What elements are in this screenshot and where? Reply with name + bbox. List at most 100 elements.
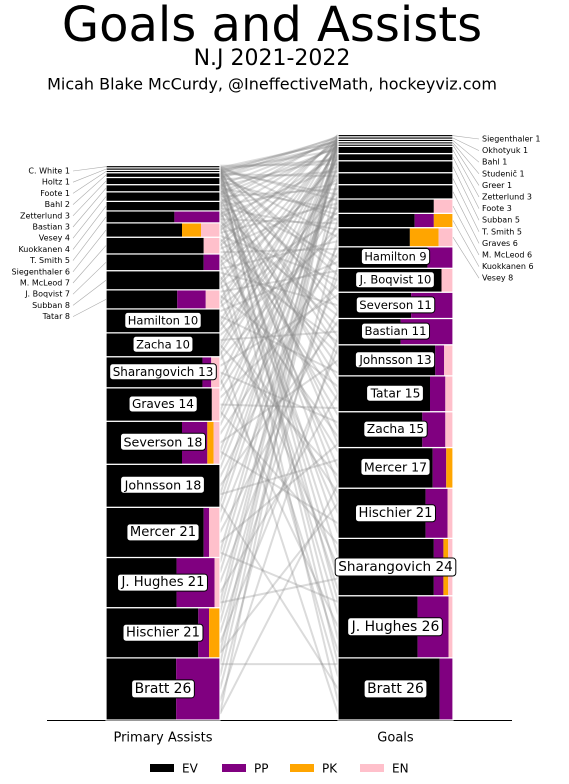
bar-segment xyxy=(446,447,453,489)
link xyxy=(219,260,339,313)
link xyxy=(219,298,339,568)
bar-label: J. Hughes 21 xyxy=(121,575,205,590)
link xyxy=(219,223,339,402)
bar-label: Bratt 26 xyxy=(367,681,424,697)
bar-label-group: Graves 14 xyxy=(128,395,198,413)
bar-label-group: Hischier 21 xyxy=(355,504,436,523)
link xyxy=(219,403,339,410)
bar-label-group: J. Boqvist 10 xyxy=(355,271,435,289)
leader-line xyxy=(72,166,107,172)
label-box xyxy=(347,617,443,637)
bar-label-group: Johnsson 13 xyxy=(354,351,436,369)
bar-segment xyxy=(207,421,214,465)
link xyxy=(219,169,339,395)
bar-segment xyxy=(106,222,182,238)
link xyxy=(219,167,339,202)
outside-label: Kuokkanen 4 xyxy=(18,245,70,254)
bar-segment xyxy=(441,268,453,293)
outside-label: Vesey 8 xyxy=(482,274,513,283)
link xyxy=(219,294,339,388)
leader-line xyxy=(452,220,480,267)
bar-segment xyxy=(338,136,453,140)
link xyxy=(219,225,339,361)
link xyxy=(219,149,339,613)
leader-line xyxy=(452,149,480,198)
bar-label-group: Severson 18 xyxy=(120,432,206,451)
link xyxy=(219,502,339,690)
bar-label: J. Hughes 26 xyxy=(351,619,440,635)
link xyxy=(219,137,339,243)
bar-segment xyxy=(338,160,453,173)
bar-segment xyxy=(338,213,415,228)
link xyxy=(219,148,339,172)
link xyxy=(219,139,339,300)
outside-label: Foote 1 xyxy=(40,189,70,198)
leader-line xyxy=(72,174,107,205)
bar-label: Mercer 17 xyxy=(364,459,427,474)
link xyxy=(219,443,339,544)
link xyxy=(219,139,339,172)
bar-label: Sharangovich 24 xyxy=(338,559,453,575)
link xyxy=(219,204,339,702)
link xyxy=(219,275,339,438)
link xyxy=(219,458,339,496)
bar-label: Severson 18 xyxy=(124,434,203,449)
link xyxy=(219,371,339,424)
link xyxy=(219,134,339,204)
bar-segment xyxy=(430,375,446,412)
bar-label-group: Bastian 11 xyxy=(360,322,431,340)
bar-label: Johnsson 18 xyxy=(124,477,202,492)
link xyxy=(219,142,339,379)
outside-label: M. McLeod 7 xyxy=(20,279,70,288)
outside-label: J. Boqvist 7 xyxy=(24,290,70,299)
link xyxy=(219,138,339,194)
outside-label: Vesey 4 xyxy=(39,234,70,243)
leader-line xyxy=(452,206,480,256)
bar-label-group: Zacha 15 xyxy=(363,420,428,438)
bar-segment xyxy=(106,184,220,192)
bar-segment xyxy=(338,146,453,154)
bar-label-group: J. Hughes 26 xyxy=(347,617,443,637)
link xyxy=(219,173,339,355)
label-box xyxy=(355,296,436,314)
link xyxy=(219,143,339,175)
outside-label: Okhotyuk 1 xyxy=(482,146,528,155)
bar-segment xyxy=(106,177,220,185)
legend-swatch xyxy=(222,764,246,772)
outside-label: Greer 1 xyxy=(482,181,512,190)
link xyxy=(219,139,339,412)
bar-label: Hischier 21 xyxy=(359,506,433,521)
link xyxy=(219,144,339,665)
link xyxy=(219,163,339,167)
link xyxy=(219,240,339,270)
link xyxy=(219,144,339,504)
bar-label: Bratt 26 xyxy=(135,681,192,697)
link xyxy=(219,200,339,573)
link xyxy=(219,145,339,351)
bar-segment xyxy=(203,507,210,558)
bar-label: Tatar 15 xyxy=(370,386,421,400)
link xyxy=(219,165,339,222)
link xyxy=(219,551,339,603)
bar-segment xyxy=(106,167,220,171)
link xyxy=(219,252,339,435)
link xyxy=(219,254,339,343)
bar-segment xyxy=(211,387,220,422)
bar-label: Severson 11 xyxy=(359,298,431,312)
link xyxy=(219,176,339,677)
link xyxy=(219,247,339,254)
bar-label: Hamilton 9 xyxy=(364,250,426,264)
bar-label-group: Bratt 26 xyxy=(131,679,195,699)
bar-segment xyxy=(198,607,210,658)
label-box xyxy=(360,322,431,340)
label-box xyxy=(366,384,424,402)
link xyxy=(219,211,339,308)
label-box xyxy=(334,557,457,577)
link xyxy=(219,209,339,328)
bar-segment xyxy=(214,557,220,608)
credit: Micah Blake McCurdy, @IneffectiveMath, h… xyxy=(47,75,497,94)
link xyxy=(219,238,339,355)
link xyxy=(219,172,339,504)
bar-segment xyxy=(338,227,410,247)
link xyxy=(219,170,339,181)
